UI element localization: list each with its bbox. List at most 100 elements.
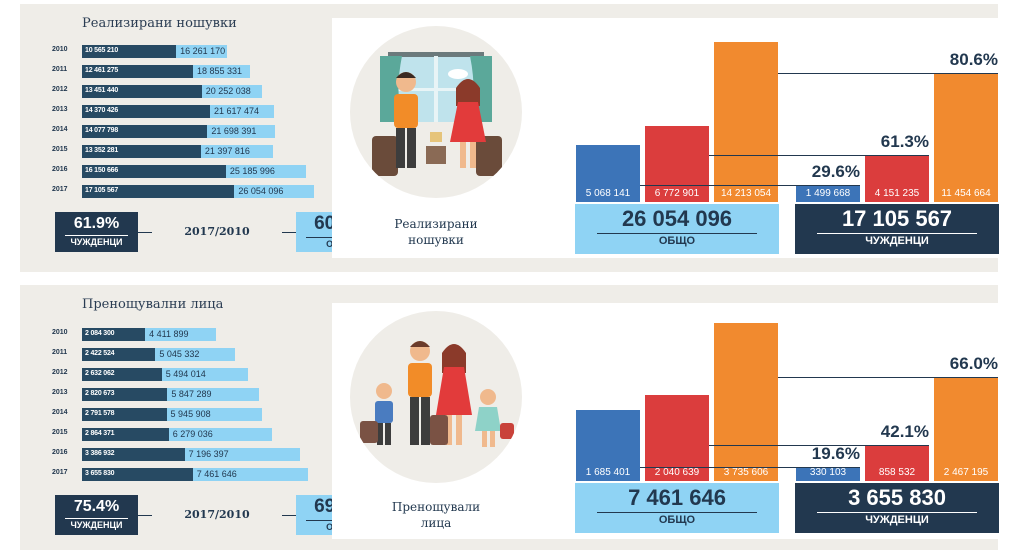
total-value: 5 494 014 bbox=[165, 369, 206, 379]
year-label: 2012 bbox=[52, 369, 68, 376]
foreign-bar bbox=[82, 388, 168, 401]
year-label: 2014 bbox=[52, 126, 68, 133]
year-label: 2017 bbox=[52, 469, 68, 476]
bar-value-label: 330 103 bbox=[809, 467, 847, 478]
total-sum-box: 7 461 646 ОБЩО bbox=[575, 483, 779, 533]
year-label: 2010 bbox=[52, 329, 68, 336]
foreign-bar bbox=[82, 45, 177, 58]
year-row: 2015 2 864 371 6 279 036 bbox=[52, 425, 322, 445]
foreign-value: 13 451 440 bbox=[85, 87, 119, 94]
year-row: 2010 10 565 210 16 261 170 bbox=[52, 42, 322, 62]
illustration-caption: Реализирани ношувки bbox=[350, 216, 522, 248]
total-value: 6 279 036 bbox=[172, 429, 213, 439]
panel-nights: Реализирани ношувки 2010 10 565 210 16 261… bbox=[20, 4, 999, 272]
reference-line bbox=[709, 155, 929, 157]
sum-value: 17 105 567 bbox=[841, 206, 953, 231]
foreign-bar bbox=[82, 185, 235, 198]
foreign-value: 2 632 062 bbox=[85, 370, 115, 377]
reference-line bbox=[778, 376, 998, 378]
foreign-growth-value: 61.9% bbox=[73, 215, 120, 232]
year-row: 2010 2 084 300 4 411 899 bbox=[52, 325, 322, 345]
foreign-bar bbox=[82, 85, 202, 98]
divider bbox=[138, 515, 152, 516]
foreign-value: 2 422 524 bbox=[85, 350, 115, 357]
sum-value: 3 655 830 bbox=[848, 485, 946, 510]
foreign-value: 2 791 578 bbox=[85, 410, 115, 417]
foreign-value: 13 352 281 bbox=[85, 147, 119, 154]
year-row: 2017 17 105 567 26 054 096 bbox=[52, 182, 322, 202]
year-label: 2013 bbox=[52, 106, 68, 113]
total-value: 21 397 816 bbox=[204, 146, 250, 156]
foreign-bar bbox=[82, 65, 193, 78]
caption-line: лица bbox=[420, 516, 452, 530]
total-value: 21 698 391 bbox=[211, 126, 257, 136]
breakdown-bar bbox=[796, 467, 860, 481]
foreign-value: 3 655 830 bbox=[85, 470, 115, 477]
total-value: 7 196 397 bbox=[188, 449, 229, 459]
foreign-bar bbox=[82, 125, 208, 138]
foreign-bar bbox=[82, 448, 185, 461]
foreign-value: 10 565 210 bbox=[85, 47, 119, 54]
breakdown-area: Реализирани ношувки 5 068 141 6 772 901 14… bbox=[332, 18, 999, 258]
bar-value-label: 1 685 401 bbox=[585, 467, 631, 478]
hotel-room-illustration bbox=[350, 26, 522, 198]
bar-value-label: 3 735 606 bbox=[723, 467, 769, 478]
sum-label: ЧУЖДЕНЦИ bbox=[865, 514, 929, 526]
breakdown-bar bbox=[645, 394, 709, 481]
foreign-bar bbox=[82, 328, 146, 341]
foreign-value: 2 864 371 bbox=[85, 430, 115, 437]
sum-label: ЧУЖДЕНЦИ bbox=[865, 235, 929, 247]
foreign-sum-box: 3 655 830 ЧУЖДЕНЦИ bbox=[795, 483, 999, 533]
family-illustration bbox=[350, 311, 522, 483]
foreign-growth-label: ЧУЖДЕНЦИ bbox=[70, 237, 123, 247]
total-value: 7 461 646 bbox=[196, 469, 237, 479]
bar-value-label: 858 532 bbox=[878, 467, 916, 478]
illustration-caption: Пренощували лица bbox=[350, 499, 522, 531]
foreign-value: 16 150 666 bbox=[85, 167, 119, 174]
total-value: 5 045 332 bbox=[159, 349, 200, 359]
foreign-sum-box: 17 105 567 ЧУЖДЕНЦИ bbox=[795, 204, 999, 254]
total-value: 18 855 331 bbox=[196, 66, 242, 76]
panel-title: Пренощувални лица bbox=[82, 297, 224, 312]
year-label: 2010 bbox=[52, 46, 68, 53]
yearly-bar-chart: 2010 10 565 210 16 261 170 2011 12 461 275 18… bbox=[52, 42, 322, 202]
breakdown-bar bbox=[645, 125, 709, 202]
bar-value-label: 6 772 901 bbox=[654, 188, 700, 199]
year-row: 2016 3 386 932 7 196 397 bbox=[52, 445, 322, 465]
divider bbox=[282, 232, 296, 233]
foreign-value: 2 820 673 bbox=[85, 390, 115, 397]
divider bbox=[65, 235, 128, 236]
year-label: 2014 bbox=[52, 409, 68, 416]
year-label: 2015 bbox=[52, 146, 68, 153]
total-value: 16 261 170 bbox=[180, 46, 226, 56]
foreign-value: 14 370 426 bbox=[85, 107, 119, 114]
panel-guests: Пренощувални лица 2010 2 084 300 4 411 899… bbox=[20, 285, 999, 550]
reference-line bbox=[640, 185, 860, 187]
total-value: 5 847 289 bbox=[171, 389, 212, 399]
percent-label: 61.3% bbox=[880, 132, 929, 152]
caption-line: Пренощували bbox=[391, 500, 481, 514]
year-label: 2016 bbox=[52, 166, 68, 173]
breakdown-bar bbox=[865, 444, 929, 481]
sum-label: ОБЩО bbox=[658, 514, 696, 526]
total-value: 25 185 996 bbox=[229, 166, 275, 176]
yearly-bar-chart: 2010 2 084 300 4 411 899 2011 2 422 524 5 045… bbox=[52, 325, 322, 485]
bar-value-label: 5 068 141 bbox=[585, 188, 631, 199]
period-label: 2017/2010 bbox=[184, 508, 250, 521]
foreign-bar bbox=[82, 428, 169, 441]
breakdown-bar bbox=[934, 73, 998, 202]
year-row: 2013 14 370 426 21 617 474 bbox=[52, 102, 322, 122]
percent-label: 80.6% bbox=[949, 50, 998, 70]
year-label: 2012 bbox=[52, 86, 68, 93]
year-label: 2016 bbox=[52, 449, 68, 456]
bar-value-label: 14 213 054 bbox=[720, 188, 772, 199]
bar-value-label: 11 454 664 bbox=[941, 188, 991, 199]
breakdown-bar bbox=[934, 376, 998, 481]
foreign-value: 2 084 300 bbox=[85, 330, 115, 337]
bar-value-label: 2 467 195 bbox=[943, 467, 989, 478]
reference-line bbox=[778, 73, 998, 75]
year-row: 2011 12 461 275 18 855 331 bbox=[52, 62, 322, 82]
foreign-value: 12 461 275 bbox=[85, 67, 119, 74]
bar-value-label: 2 040 639 bbox=[654, 467, 700, 478]
year-label: 2017 bbox=[52, 186, 68, 193]
